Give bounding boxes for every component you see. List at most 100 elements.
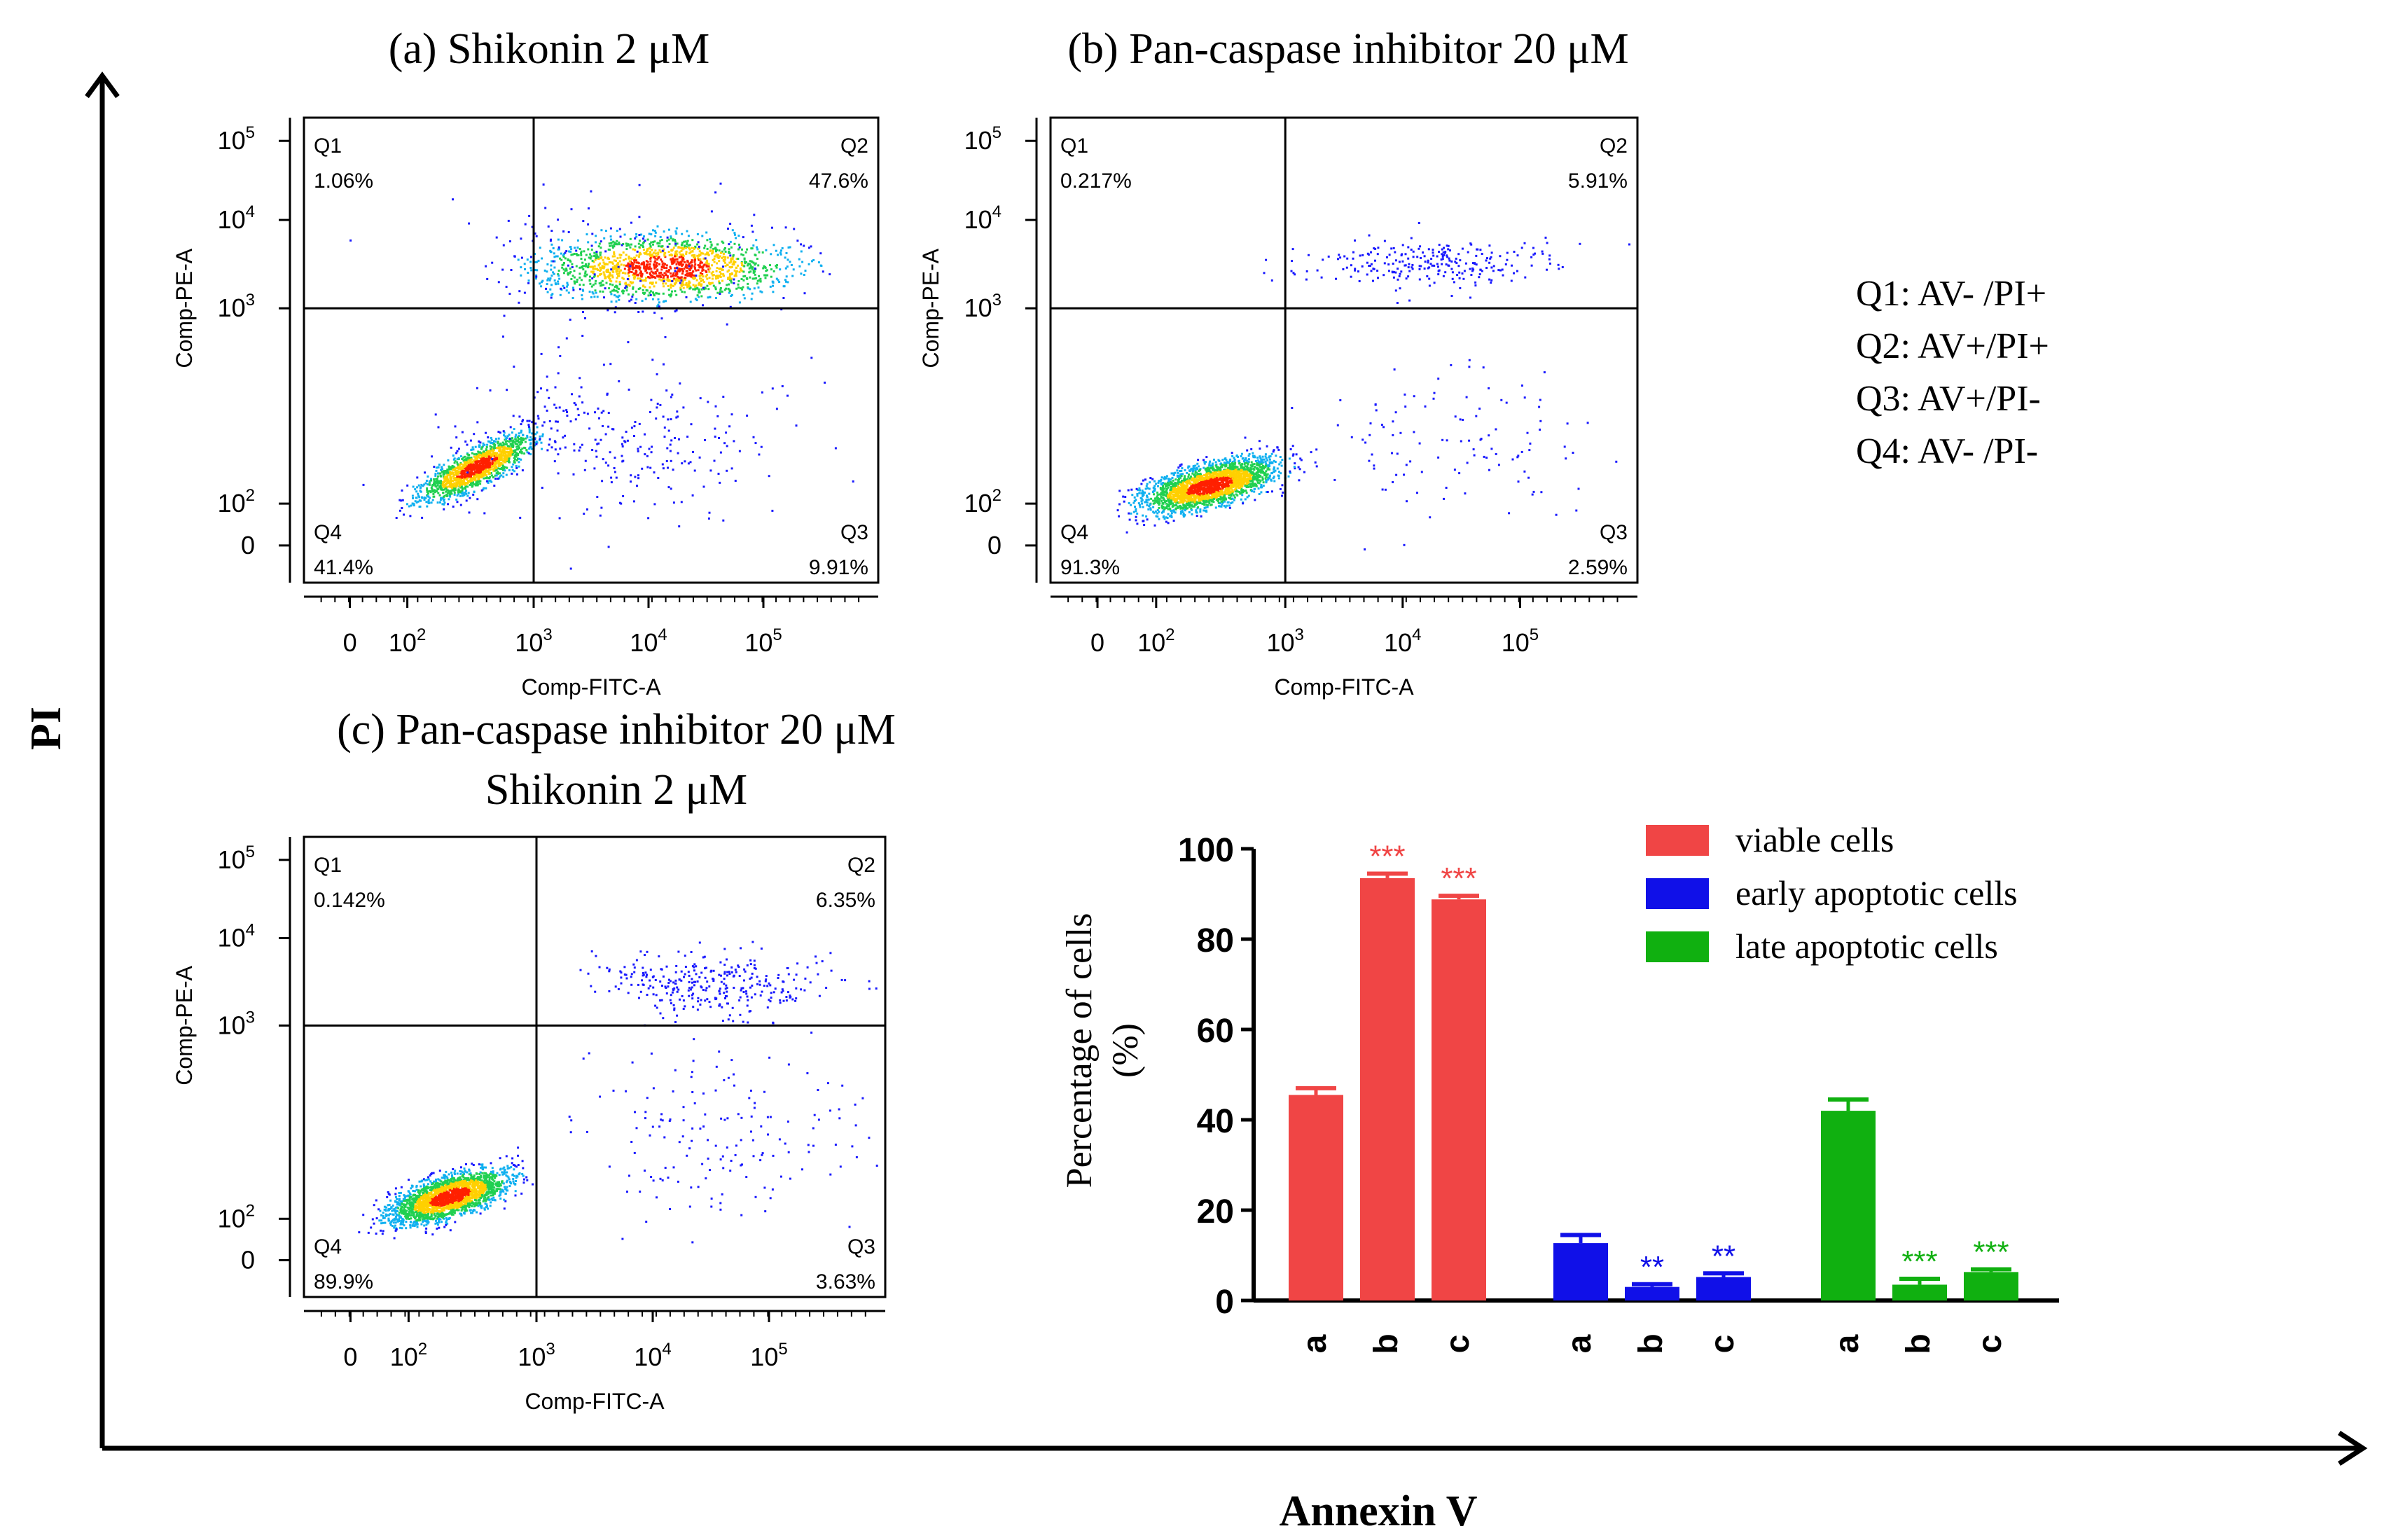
category-label: c [1704,1335,1741,1354]
category-label: b [1368,1333,1405,1354]
flow-panel-title: Shikonin 2 μM [485,766,747,814]
x-tick-label: 102 [390,1340,427,1371]
x-tick-label: 103 [1266,625,1303,657]
y-tick-label: 103 [964,291,1002,322]
bar [1625,1286,1679,1300]
bar-y-tick-label: 0 [1215,1284,1234,1321]
flow-y-label: Comp-PE-A [918,248,943,368]
x-tick-label: 104 [630,625,667,657]
quadrant-name: Q2 [847,854,875,877]
legend-label: viable cells [1735,820,1894,859]
quadrant-name: Q2 [840,134,868,158]
x-tick-label: 103 [518,1340,555,1371]
x-tick-label: 104 [634,1340,671,1371]
x-tick-label: 102 [1137,625,1174,657]
quadrant-name: Q3 [847,1235,875,1258]
significance-label: *** [1973,1235,2009,1269]
event-dots [358,941,878,1244]
significance-label: *** [1369,839,1405,873]
plot-frame [303,116,880,584]
legend-swatch [1646,878,1709,909]
y-tick-label: 0 [241,531,255,560]
quadrant-percent: 5.91% [1568,169,1628,193]
flow-panel: (a) Shikonin 2 μM Q1 1.06% Q2 47.6% Q3 9.91% Q4… [172,25,880,700]
flow-x-label: Comp-FITC-A [525,1389,665,1414]
flow-panel-title: (a) Shikonin 2 μM [389,25,710,73]
flow-x-label: Comp-FITC-A [521,674,661,700]
bar-y-tick-label: 20 [1197,1193,1234,1230]
significance-label: ** [1712,1239,1735,1273]
y-tick-label: 102 [218,1201,255,1233]
outer-axes [85,71,2368,1466]
significance-label: *** [1901,1244,1937,1279]
quadrant-legend-item: Q1: AV- /PI+ [1856,274,2046,314]
flow-y-label: Comp-PE-A [172,248,197,368]
quadrant-percent: 47.6% [809,169,868,193]
bar [1360,877,1415,1300]
bar [1821,1111,1876,1300]
category-label: a [1561,1334,1598,1353]
x-tick-label: 103 [515,625,552,657]
y-tick-label: 103 [218,1008,255,1039]
plot-frame [303,835,887,1298]
quadrant-percent: 89.9% [314,1270,373,1293]
y-tick-label: 105 [218,842,255,874]
bar-y-label: Percentage of cells [1060,913,1100,1188]
outer-x-label: Annexin V [1279,1487,1477,1535]
legend-swatch [1646,931,1709,962]
bar [1964,1272,2018,1300]
y-tick-label: 105 [218,123,255,155]
flow-panel-title: (c) Pan-caspase inhibitor 20 μM [337,706,896,754]
quadrant-name: Q4 [314,521,342,544]
quadrant-legend-item: Q4: AV- /PI- [1856,431,2038,471]
category-label: c [1439,1335,1476,1354]
quadrant-percent: 3.63% [816,1270,875,1293]
flow-x-label: Comp-FITC-A [1274,674,1414,700]
quadrant-name: Q4 [314,1235,342,1258]
y-tick-label: 104 [218,202,255,234]
category-label: c [1971,1335,2009,1354]
bar-y-tick-label: 100 [1178,832,1234,869]
legend-label: early apoptotic cells [1735,873,2018,913]
legend-swatch [1646,825,1709,856]
category-label: a [1296,1334,1333,1353]
flow-panel-title: (b) Pan-caspase inhibitor 20 μM [1067,25,1628,73]
bar-y-label-unit: (%) [1106,1023,1146,1078]
x-tick-label: 105 [1502,625,1539,657]
quadrant-percent: 9.91% [809,556,868,579]
bar-y-tick-label: 80 [1197,922,1234,959]
outer-y-label: PI [22,707,70,750]
quadrant-legend-item: Q3: AV+/PI- [1856,379,2041,419]
quadrant-percent: 0.142% [314,889,385,912]
bar-y-tick-label: 40 [1197,1103,1234,1140]
plot-frame [1049,116,1639,584]
x-tick-label: 0 [343,1343,357,1371]
significance-label: ** [1640,1250,1664,1284]
bar-chart: 0 20 40 60 80 100 Percentage of cells (%) a *** b *… [1060,820,2059,1354]
flow-panels: (a) Shikonin 2 μM Q1 1.06% Q2 47.6% Q3 9.91% Q4… [172,25,1639,1414]
x-tick-label: 102 [389,625,426,657]
quadrant-name: Q2 [1600,134,1628,158]
flow-y-label: Comp-PE-A [172,965,197,1085]
y-tick-label: 105 [964,123,1002,155]
legend-label: late apoptotic cells [1735,927,1998,966]
bar-y-tick-label: 60 [1197,1013,1234,1050]
quadrant-percent: 2.59% [1568,556,1628,579]
flow-panel: (b) Pan-caspase inhibitor 20 μM Q1 0.217% Q… [918,25,1639,700]
quadrant-name: Q1 [314,134,342,158]
quadrant-name: Q1 [1060,134,1088,158]
bar [1553,1243,1608,1300]
bar [1696,1277,1751,1300]
quadrant-name: Q3 [1600,521,1628,544]
quadrant-percent: 1.06% [314,169,373,193]
y-tick-label: 102 [218,486,255,518]
quadrant-legend-item: Q2: AV+/PI+ [1856,326,2049,366]
x-tick-label: 0 [1090,628,1104,657]
quadrant-legend: Q1: AV- /PI+ Q2: AV+/PI+ Q3: AV+/PI- Q4:… [1856,274,2049,471]
quadrant-name: Q1 [314,854,342,877]
y-tick-label: 104 [218,921,255,952]
y-tick-label: 0 [987,531,1002,560]
bar [1892,1284,1947,1300]
category-label: b [1633,1333,1670,1354]
